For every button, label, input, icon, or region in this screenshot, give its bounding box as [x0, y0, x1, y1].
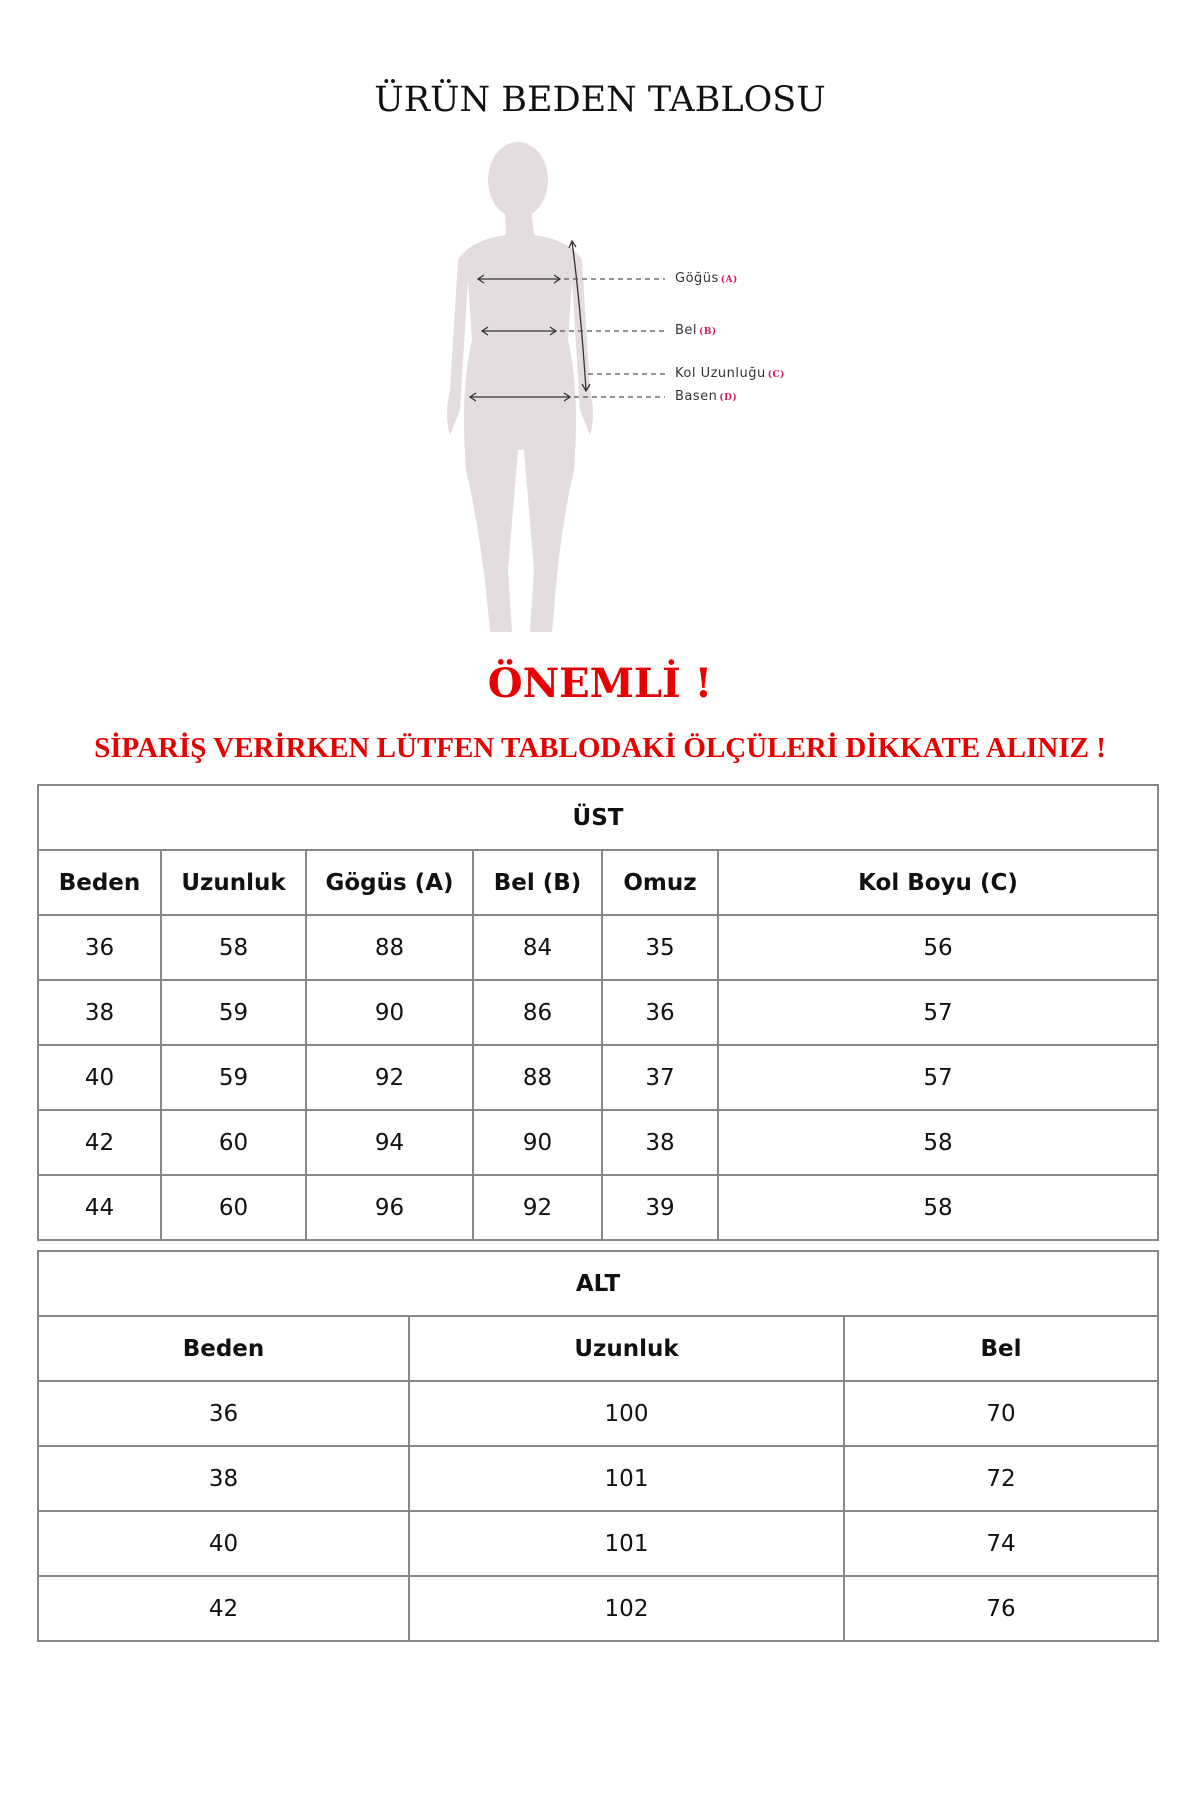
table-row: 38 59 90 86 36 57 [37, 979, 1159, 1046]
table-cell: 96 [305, 1174, 474, 1241]
alt-column-header: Bel [843, 1315, 1159, 1382]
table-row: 38 101 72 [37, 1445, 1159, 1512]
ust-column-header: Beden [37, 849, 162, 916]
ust-table-title: ÜST [37, 784, 1159, 851]
page-title: ÜRÜN BEDEN TABLOSU [374, 80, 826, 120]
table-cell: 42 [37, 1109, 162, 1176]
ust-column-header: Uzunluk [160, 849, 307, 916]
table-row: 36 100 70 [37, 1380, 1159, 1447]
important-heading: ÖNEMLİ ! [487, 660, 713, 707]
table-cell: 58 [160, 914, 307, 981]
ust-column-header: Bel (B) [472, 849, 603, 916]
table-cell: 57 [717, 979, 1159, 1046]
ust-size-table: ÜST Beden Uzunluk Gögüs (A) Bel (B) Omuz Kol … [37, 784, 1159, 1241]
table-cell: 40 [37, 1044, 162, 1111]
label-kol-uzunlugu: Kol Uzunluğu (C) [675, 366, 785, 381]
body-measurement-figure: Göğüs (A) Bel (B) Kol Uzunluğu (C) Basen (D) [420, 140, 820, 640]
label-basen: Basen (D) [675, 389, 738, 404]
table-cell: 44 [37, 1174, 162, 1241]
alt-column-header: Uzunluk [408, 1315, 845, 1382]
table-cell: 94 [305, 1109, 474, 1176]
table-cell: 36 [601, 979, 719, 1046]
woman-silhouette-icon [447, 142, 665, 632]
table-cell: 70 [843, 1380, 1159, 1447]
table-cell: 59 [160, 979, 307, 1046]
table-cell: 86 [472, 979, 603, 1046]
table-cell: 74 [843, 1510, 1159, 1577]
table-cell: 76 [843, 1575, 1159, 1642]
table-cell: 38 [601, 1109, 719, 1176]
table-cell: 100 [408, 1380, 845, 1447]
table-row: 40 59 92 88 37 57 [37, 1044, 1159, 1111]
label-bel: Bel (B) [675, 323, 717, 338]
table-cell: 60 [160, 1109, 307, 1176]
table-cell: 36 [37, 914, 162, 981]
table-cell: 92 [472, 1174, 603, 1241]
ust-column-header: Gögüs (A) [305, 849, 474, 916]
alt-table-title: ALT [37, 1250, 1159, 1317]
table-cell: 42 [37, 1575, 410, 1642]
ust-header-row: Beden Uzunluk Gögüs (A) Bel (B) Omuz Kol Boyu… [37, 849, 1159, 916]
table-cell: 59 [160, 1044, 307, 1111]
table-cell: 37 [601, 1044, 719, 1111]
table-cell: 38 [37, 1445, 410, 1512]
table-cell: 88 [472, 1044, 603, 1111]
table-cell: 36 [37, 1380, 410, 1447]
table-cell: 90 [472, 1109, 603, 1176]
alt-size-table: ALT Beden Uzunluk Bel 36 100 70 38 101 72 40 101 7… [37, 1250, 1159, 1642]
table-cell: 35 [601, 914, 719, 981]
table-cell: 40 [37, 1510, 410, 1577]
order-note: SİPARİŞ VERİRKEN LÜTFEN TABLODAKİ ÖLÇÜLE… [94, 732, 1106, 764]
table-cell: 39 [601, 1174, 719, 1241]
table-cell: 101 [408, 1510, 845, 1577]
table-cell: 84 [472, 914, 603, 981]
alt-header-row: Beden Uzunluk Bel [37, 1315, 1159, 1382]
table-cell: 88 [305, 914, 474, 981]
table-row: 42 102 76 [37, 1575, 1159, 1642]
table-cell: 102 [408, 1575, 845, 1642]
table-cell: 92 [305, 1044, 474, 1111]
table-cell: 90 [305, 979, 474, 1046]
table-cell: 58 [717, 1174, 1159, 1241]
table-cell: 57 [717, 1044, 1159, 1111]
table-row: 40 101 74 [37, 1510, 1159, 1577]
table-cell: 72 [843, 1445, 1159, 1512]
ust-column-header: Omuz [601, 849, 719, 916]
table-cell: 60 [160, 1174, 307, 1241]
table-row: 36 58 88 84 35 56 [37, 914, 1159, 981]
label-gogus: Göğüs (A) [675, 271, 738, 286]
table-cell: 101 [408, 1445, 845, 1512]
ust-column-header: Kol Boyu (C) [717, 849, 1159, 916]
table-cell: 38 [37, 979, 162, 1046]
table-cell: 56 [717, 914, 1159, 981]
alt-column-header: Beden [37, 1315, 410, 1382]
table-row: 44 60 96 92 39 58 [37, 1174, 1159, 1241]
table-row: 42 60 94 90 38 58 [37, 1109, 1159, 1176]
table-cell: 58 [717, 1109, 1159, 1176]
